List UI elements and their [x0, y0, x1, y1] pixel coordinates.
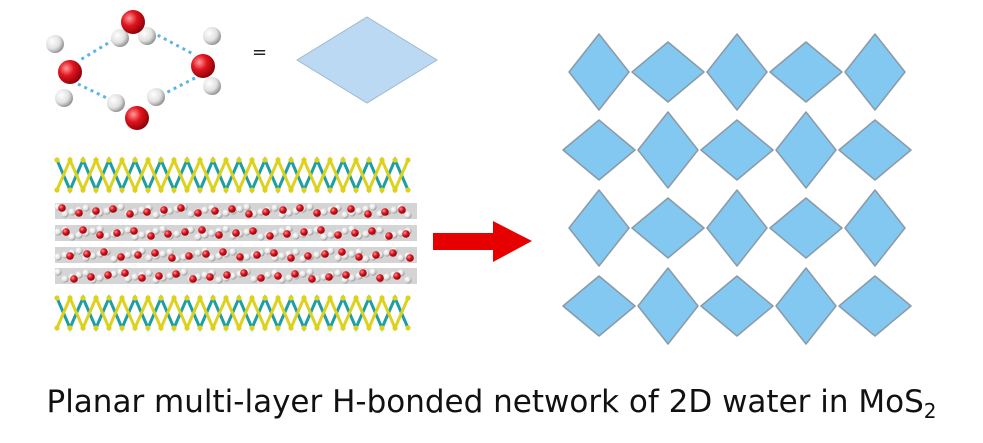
network-rhombus	[769, 197, 843, 259]
network-rhombus	[631, 197, 705, 259]
network-rhombus	[838, 119, 912, 181]
mos2-confined-water-slab	[54, 156, 417, 332]
water-molecules	[46, 10, 221, 130]
caption-text: Planar multi-layer H-bonded network of 2…	[46, 384, 924, 420]
network-rhombus	[631, 41, 705, 103]
network-rhombus	[637, 111, 699, 189]
confined-water-layers	[54, 203, 417, 284]
network-rhombus	[568, 33, 630, 111]
network-rhombus	[838, 275, 912, 337]
mos2-layer-top	[54, 156, 411, 194]
network-rhombus	[562, 275, 636, 337]
network-rhombus	[562, 119, 636, 181]
network-rhombus	[700, 275, 774, 337]
network-rhombus	[844, 189, 906, 267]
mos2-layer-bottom	[54, 294, 411, 332]
hydrogen-bonds	[77, 20, 196, 104]
network-rhombus	[844, 33, 906, 111]
figure-caption: Planar multi-layer H-bonded network of 2…	[0, 384, 983, 423]
water-hexamer-cluster	[46, 10, 221, 130]
rhombus-symbol	[296, 16, 438, 104]
equals-sign: =	[252, 42, 267, 63]
network-rhombus	[568, 189, 630, 267]
caption-subscript: 2	[923, 399, 937, 423]
network-rhombus	[706, 189, 768, 267]
network-rhombus	[700, 119, 774, 181]
network-rhombus	[775, 111, 837, 189]
rhombus-network	[562, 33, 912, 345]
network-rhombus	[769, 41, 843, 103]
network-rhombus	[775, 267, 837, 345]
network-rhombus	[706, 33, 768, 111]
red-arrow	[433, 221, 532, 262]
network-rhombus	[637, 267, 699, 345]
